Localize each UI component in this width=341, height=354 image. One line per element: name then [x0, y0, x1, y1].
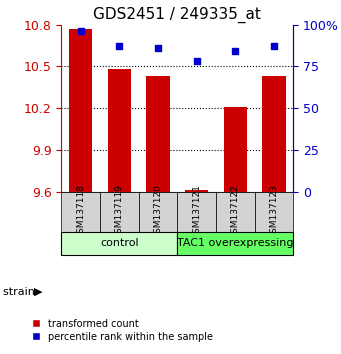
Text: GSM137121: GSM137121	[192, 184, 201, 239]
Point	[155, 45, 161, 51]
Text: GSM137122: GSM137122	[231, 184, 240, 239]
Bar	[108, 69, 131, 192]
Legend: transformed count, percentile rank within the sample: transformed count, percentile rank withi…	[22, 315, 217, 346]
Point	[271, 44, 277, 49]
Bar	[146, 76, 169, 192]
Text: ▶: ▶	[34, 287, 43, 297]
FancyBboxPatch shape	[177, 232, 293, 255]
Text: GSM137120: GSM137120	[153, 184, 163, 239]
FancyBboxPatch shape	[100, 192, 139, 232]
Text: GSM137123: GSM137123	[269, 184, 279, 239]
FancyBboxPatch shape	[177, 192, 216, 232]
FancyBboxPatch shape	[255, 192, 293, 232]
FancyBboxPatch shape	[139, 192, 177, 232]
Text: GSM137118: GSM137118	[76, 184, 85, 239]
Text: strain: strain	[3, 287, 39, 297]
Title: GDS2451 / 249335_at: GDS2451 / 249335_at	[93, 7, 261, 23]
Bar	[262, 76, 285, 192]
FancyBboxPatch shape	[216, 192, 255, 232]
FancyBboxPatch shape	[61, 192, 100, 232]
FancyBboxPatch shape	[61, 232, 177, 255]
Point	[233, 48, 238, 54]
Bar	[185, 190, 208, 192]
Point	[78, 29, 84, 34]
Bar	[69, 29, 92, 192]
Point	[194, 59, 199, 64]
Text: control: control	[100, 238, 139, 248]
Text: TAC1 overexpressing: TAC1 overexpressing	[177, 238, 294, 248]
Bar	[224, 107, 247, 192]
Text: GSM137119: GSM137119	[115, 184, 124, 239]
Point	[117, 44, 122, 49]
